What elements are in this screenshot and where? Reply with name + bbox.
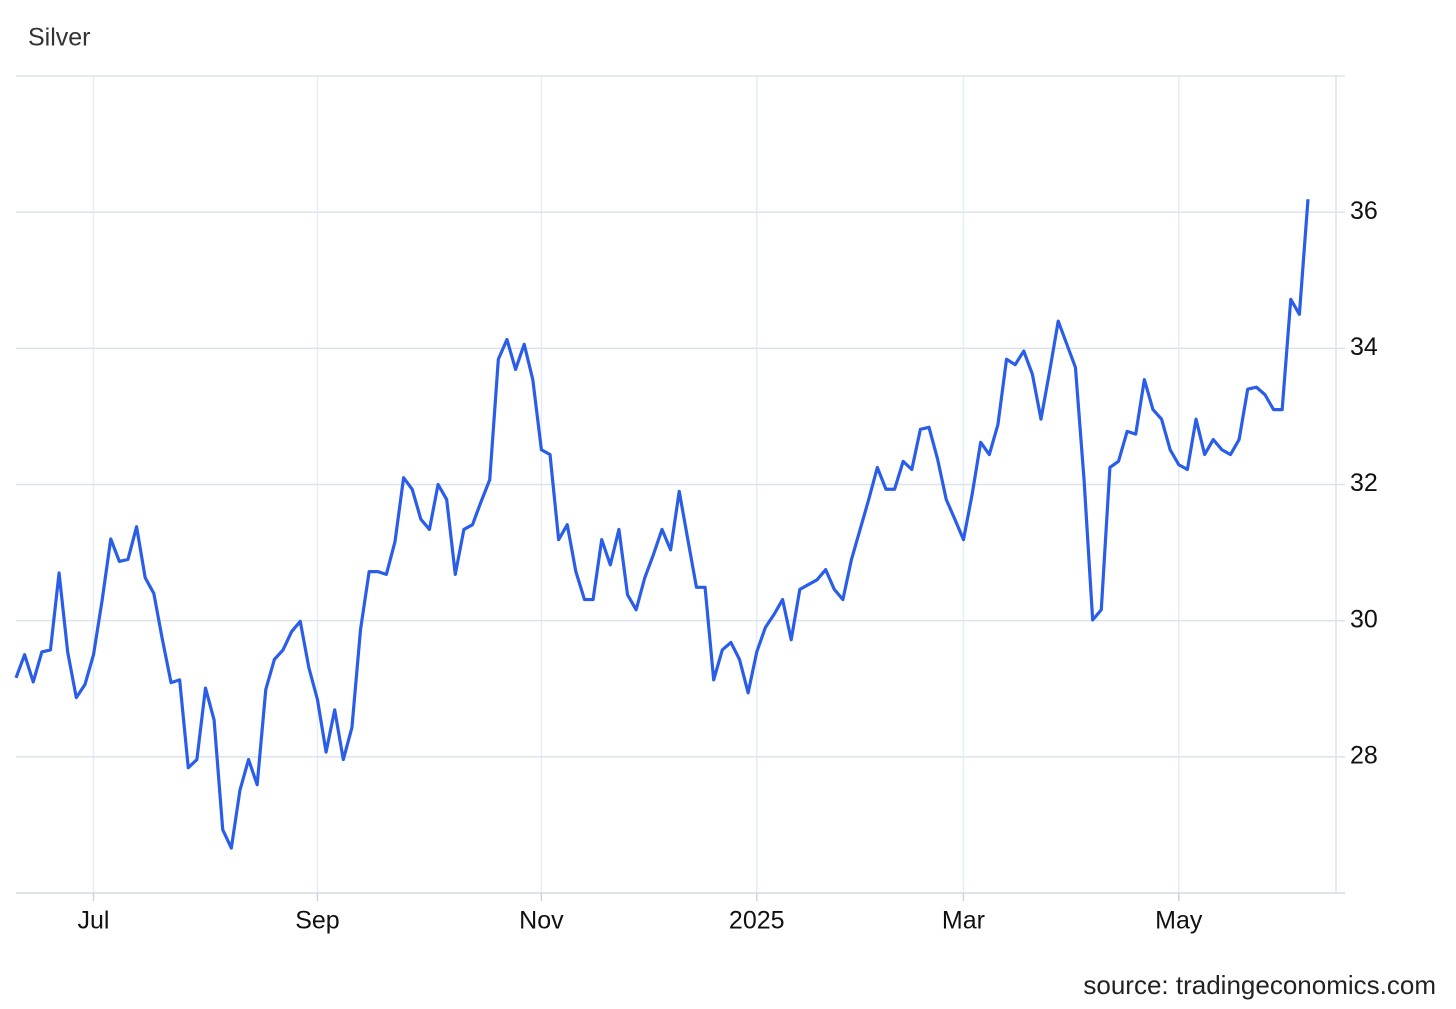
x-tick-label: Sep: [295, 907, 339, 935]
y-tick-label: 34: [1350, 333, 1378, 361]
y-tick-label: 36: [1350, 197, 1378, 225]
y-tick-label: 28: [1350, 741, 1378, 769]
x-tick-label: Jul: [78, 907, 110, 935]
x-tick-label: May: [1155, 907, 1203, 935]
y-tick-label: 30: [1350, 605, 1378, 633]
y-tick-label: 32: [1350, 469, 1378, 497]
x-tick-label: Mar: [942, 907, 985, 935]
series-line: [14, 199, 1310, 850]
x-tick-label: 2025: [729, 907, 785, 935]
x-tick-label: Nov: [519, 907, 564, 935]
source: source: tradingeconomics.com: [1083, 970, 1436, 1000]
chart-title: Silver: [28, 24, 91, 52]
